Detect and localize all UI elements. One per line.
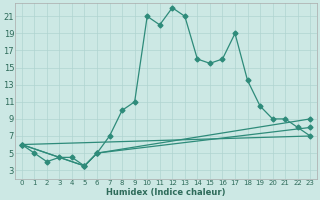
X-axis label: Humidex (Indice chaleur): Humidex (Indice chaleur) (106, 188, 226, 197)
